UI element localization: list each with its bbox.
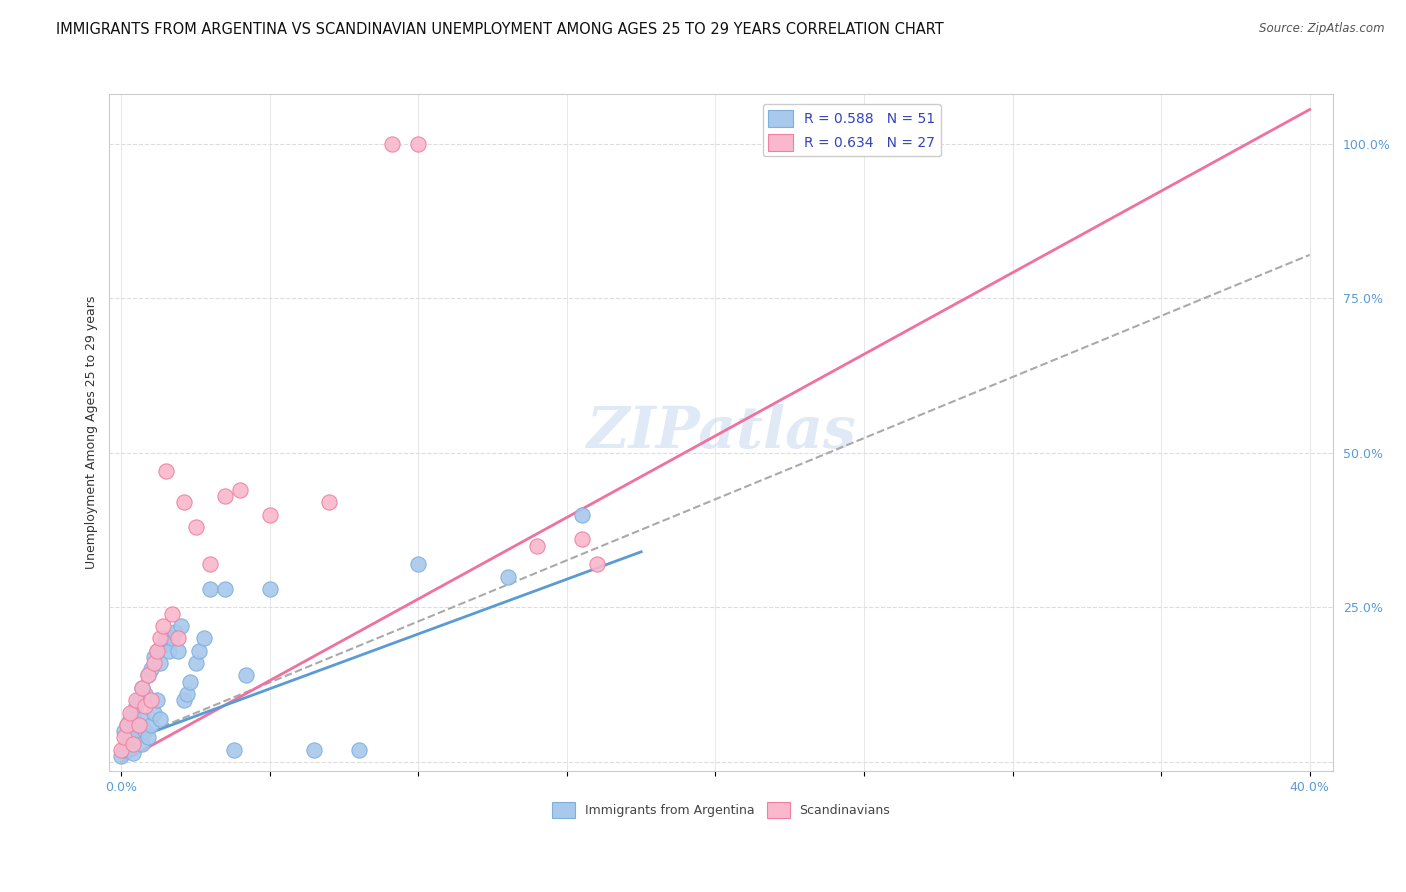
Point	[136, 668, 159, 682]
Point	[235, 668, 257, 682]
Point	[155, 464, 177, 478]
Point	[149, 656, 172, 670]
Point	[214, 489, 236, 503]
Point	[347, 742, 370, 756]
Point	[112, 724, 135, 739]
Point	[146, 644, 169, 658]
Point	[229, 483, 252, 497]
Point	[259, 508, 281, 522]
Point	[125, 693, 148, 707]
Point	[112, 742, 135, 756]
Point	[184, 520, 207, 534]
Point	[318, 495, 340, 509]
Point	[149, 712, 172, 726]
Text: Source: ZipAtlas.com: Source: ZipAtlas.com	[1260, 22, 1385, 36]
Point	[381, 136, 404, 151]
Point	[224, 742, 246, 756]
Point	[139, 693, 162, 707]
Point	[146, 693, 169, 707]
Y-axis label: Unemployment Among Ages 25 to 29 years: Unemployment Among Ages 25 to 29 years	[86, 296, 98, 569]
Point	[136, 731, 159, 745]
Point	[139, 718, 162, 732]
Point	[155, 632, 177, 646]
Point	[122, 706, 145, 720]
Point	[134, 687, 156, 701]
Legend: Immigrants from Argentina, Scandinavians: Immigrants from Argentina, Scandinavians	[547, 797, 896, 822]
Point	[143, 706, 166, 720]
Point	[193, 632, 215, 646]
Point	[166, 632, 188, 646]
Point	[143, 649, 166, 664]
Point	[128, 718, 150, 732]
Point	[200, 582, 222, 596]
Point	[131, 712, 153, 726]
Point	[131, 681, 153, 695]
Point	[187, 644, 209, 658]
Point	[143, 656, 166, 670]
Point	[115, 718, 138, 732]
Point	[146, 644, 169, 658]
Point	[408, 136, 430, 151]
Point	[200, 557, 222, 571]
Point	[585, 557, 607, 571]
Point	[166, 644, 188, 658]
Point	[110, 748, 132, 763]
Point	[115, 737, 138, 751]
Point	[120, 706, 142, 720]
Point	[152, 638, 174, 652]
Point	[184, 656, 207, 670]
Point	[160, 632, 183, 646]
Point	[120, 731, 142, 745]
Point	[571, 508, 593, 522]
Point	[110, 742, 132, 756]
Point	[179, 674, 201, 689]
Point	[115, 718, 138, 732]
Point	[136, 668, 159, 682]
Point	[139, 662, 162, 676]
Point	[163, 625, 186, 640]
Point	[134, 699, 156, 714]
Point	[120, 712, 142, 726]
Point	[259, 582, 281, 596]
Point	[128, 718, 150, 732]
Point	[571, 533, 593, 547]
Text: ZIPatlas: ZIPatlas	[586, 404, 856, 461]
Point	[526, 539, 548, 553]
Point	[122, 746, 145, 760]
Point	[131, 737, 153, 751]
Point	[152, 619, 174, 633]
Point	[149, 632, 172, 646]
Point	[131, 681, 153, 695]
Point	[125, 699, 148, 714]
Point	[173, 693, 195, 707]
Point	[157, 644, 180, 658]
Point	[173, 495, 195, 509]
Point	[122, 737, 145, 751]
Point	[304, 742, 326, 756]
Point	[134, 724, 156, 739]
Point	[214, 582, 236, 596]
Point	[496, 569, 519, 583]
Point	[160, 607, 183, 621]
Point	[408, 557, 430, 571]
Point	[112, 731, 135, 745]
Point	[125, 724, 148, 739]
Point	[176, 687, 198, 701]
Point	[170, 619, 193, 633]
Point	[128, 693, 150, 707]
Text: IMMIGRANTS FROM ARGENTINA VS SCANDINAVIAN UNEMPLOYMENT AMONG AGES 25 TO 29 YEARS: IMMIGRANTS FROM ARGENTINA VS SCANDINAVIA…	[56, 22, 943, 37]
